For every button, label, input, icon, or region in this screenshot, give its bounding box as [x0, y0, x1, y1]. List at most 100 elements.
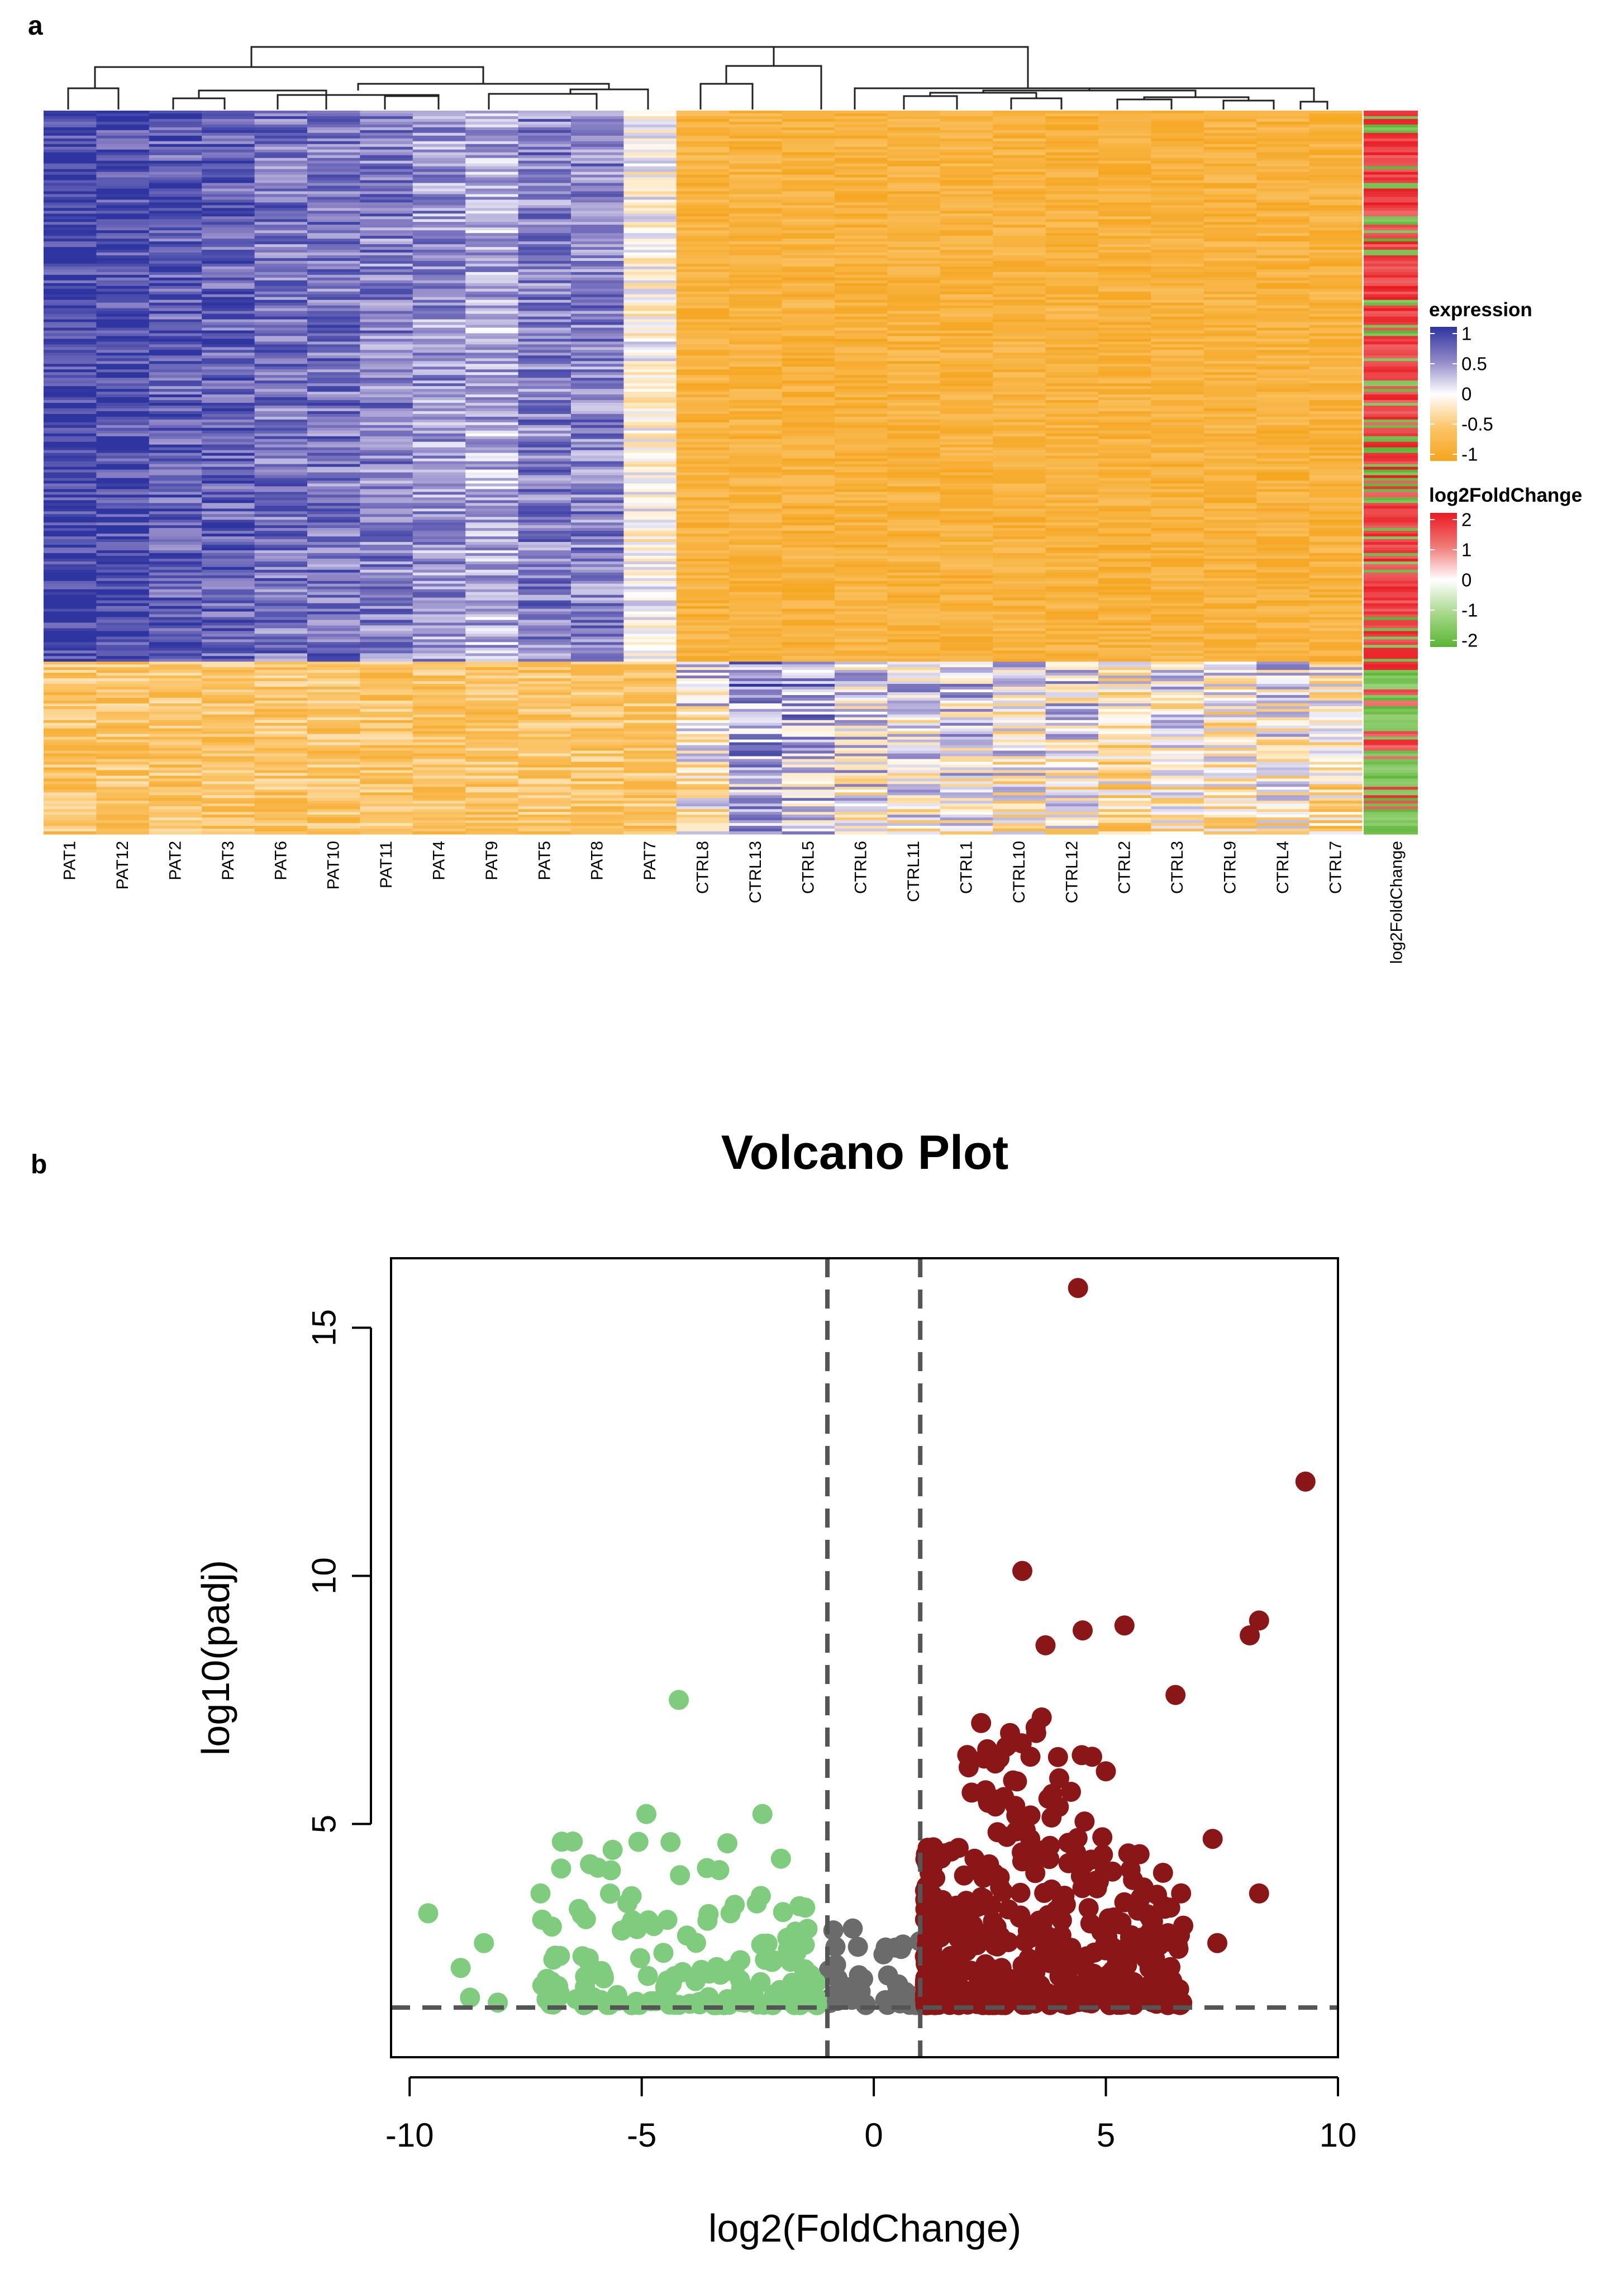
heatmap-cell [1309, 416, 1363, 420]
heatmap-cell [254, 639, 308, 643]
heatmap-cell [465, 528, 519, 531]
heatmap-cell [1203, 288, 1257, 292]
heatmap-cell [202, 392, 255, 395]
heatmap-cell [44, 250, 97, 253]
heatmap-cell [149, 444, 202, 448]
heatmap-cell [676, 416, 730, 420]
heatmap-cell [623, 662, 677, 665]
heatmap-cell [1203, 458, 1257, 462]
heatmap-cell [835, 433, 888, 437]
heatmap-cell [1309, 514, 1363, 517]
heatmap-cell [623, 132, 677, 136]
heatmap-cell [360, 111, 413, 114]
heatmap-cell [571, 236, 624, 239]
heatmap-cell [993, 116, 1046, 120]
heatmap-cell [518, 483, 572, 487]
heatmap-cell [1151, 172, 1204, 175]
heatmap-cell [149, 608, 202, 612]
heatmap-cell [465, 272, 519, 275]
heatmap-cell [44, 642, 97, 645]
heatmap-cell [571, 255, 624, 259]
heatmap-cell [149, 389, 202, 392]
heatmap-cell [465, 408, 519, 412]
heatmap-cell [571, 261, 624, 264]
heatmap-cell [1098, 319, 1151, 323]
heatmap-cell [44, 169, 97, 173]
heatmap-cell [465, 569, 519, 573]
heatmap-cell [940, 578, 993, 582]
heatmap-cell [1203, 494, 1257, 498]
heatmap-cell [254, 263, 308, 267]
heatmap-cell [1309, 386, 1363, 389]
heatmap-cell [44, 475, 97, 479]
heatmap-cell [44, 650, 97, 654]
heatmap-cell [993, 132, 1046, 136]
heatmap-cell [1203, 403, 1257, 406]
heatmap-cell [835, 536, 888, 540]
heatmap-cell [360, 464, 413, 468]
heatmap-cell [940, 430, 993, 434]
heatmap-cell [623, 625, 677, 629]
heatmap-cell [782, 506, 835, 509]
heatmap-cell [623, 453, 677, 456]
heatmap-cell [782, 503, 835, 506]
heatmap-cell [835, 311, 888, 315]
heatmap-cell [782, 288, 835, 292]
heatmap-cell [782, 130, 835, 134]
heatmap-cell [623, 227, 677, 231]
heatmap-cell [1256, 174, 1310, 178]
heatmap-cell [1045, 436, 1099, 440]
heatmap-cell [1098, 247, 1151, 250]
heatmap-cell [44, 408, 97, 412]
heatmap-cell [202, 258, 255, 261]
heatmap-cell [44, 478, 97, 482]
heatmap-cell [149, 419, 202, 423]
heatmap-cell [1045, 608, 1099, 612]
heatmap-cell [1203, 311, 1257, 315]
heatmap-cell [412, 622, 466, 626]
heatmap-cell [412, 634, 466, 637]
heatmap-cell [940, 436, 993, 440]
heatmap-cell [940, 606, 993, 610]
heatmap-cell [887, 581, 941, 584]
heatmap-cell [465, 163, 519, 167]
heatmap-cell [623, 266, 677, 270]
heatmap-cell [1098, 425, 1151, 429]
heatmap-cell [149, 124, 202, 128]
heatmap-cell [149, 199, 202, 203]
heatmap-cell [44, 130, 97, 134]
heatmap-cell [729, 430, 783, 434]
heatmap-cell [1256, 617, 1310, 621]
heatmap-cell [202, 308, 255, 312]
heatmap-cell [676, 155, 730, 159]
heatmap-cell [993, 213, 1046, 217]
heatmap-cell [307, 263, 360, 267]
heatmap-cell [307, 589, 360, 593]
heatmap-cell [360, 286, 413, 289]
heatmap-cell [1309, 639, 1363, 643]
heatmap-cell [782, 413, 835, 417]
heatmap-cell [729, 266, 783, 270]
heatmap-cell [993, 586, 1046, 590]
heatmap-cell [307, 144, 360, 148]
heatmap-cell [676, 572, 730, 576]
heatmap-cell [518, 558, 572, 562]
heatmap-cell [307, 447, 360, 451]
heatmap-cell [360, 492, 413, 495]
heatmap-cell [44, 155, 97, 159]
heatmap-cell [623, 336, 677, 339]
heatmap-cell [465, 244, 519, 248]
heatmap-cell [307, 166, 360, 170]
heatmap-cell [887, 461, 941, 465]
heatmap-cell [993, 536, 1046, 540]
heatmap-cell [149, 486, 202, 489]
expression-heatmap [44, 111, 1363, 835]
heatmap-cell [1045, 146, 1099, 150]
heatmap-cell [254, 327, 308, 331]
heatmap-cell [940, 494, 993, 498]
heatmap-cell [1098, 124, 1151, 128]
heatmap-cell [1151, 416, 1204, 420]
heatmap-cell [412, 483, 466, 487]
heatmap-cell [571, 408, 624, 412]
